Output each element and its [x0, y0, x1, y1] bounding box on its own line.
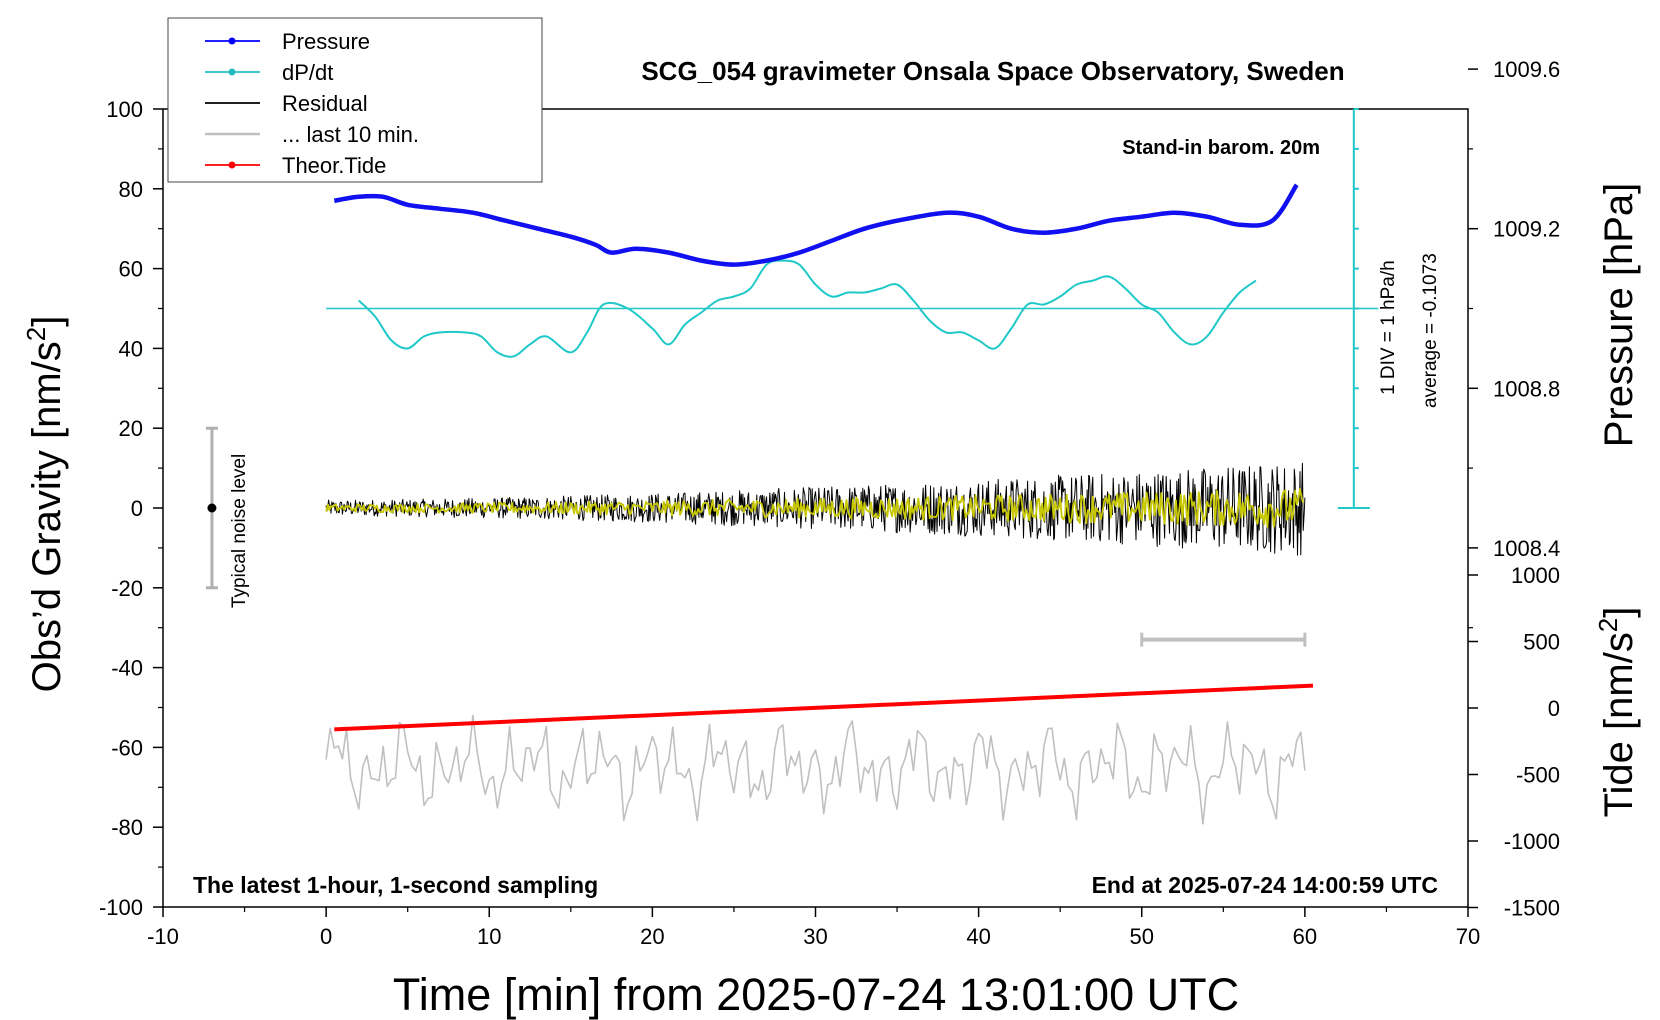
y-pressure-tick-label: 1008.4 — [1493, 536, 1560, 561]
x-tick-label: -10 — [147, 924, 179, 949]
y-left-tick-label: -20 — [111, 576, 143, 601]
y-pressure-tick-label: 1008.8 — [1493, 376, 1560, 401]
y-tide-tick-label: -500 — [1516, 763, 1560, 788]
legend-box — [167, 17, 543, 183]
x-tick-label: 30 — [803, 924, 827, 949]
y-left-tick-label: -40 — [111, 656, 143, 681]
y-left-tick-label: 80 — [119, 177, 143, 202]
y-tide-tick-label: -1500 — [1504, 896, 1560, 921]
y-pressure-tick-label: 1009.6 — [1493, 57, 1560, 82]
x-axis-label: Time [min] from 2025-07-24 13:01:00 UTC — [393, 969, 1239, 1020]
y-axis-left-label-main: Obs’d Gravity [nm/s — [25, 341, 69, 692]
y-axis-tide-label: Tide [nm/s2] — [1593, 607, 1641, 818]
dpdt-scale-note: 1 DIV = 1 hPa/h — [1378, 260, 1399, 395]
legend: Pressure dP/dt Residual ... last 10 min. The… — [167, 17, 543, 183]
y-axis-tide-label-main: Tide [nm/s — [1597, 632, 1641, 817]
x-tick-label: 40 — [966, 924, 990, 949]
chart-title: SCG_054 gravimeter Onsala Space Observat… — [641, 56, 1344, 86]
y-axis-pressure-label: Pressure [hPa] — [1597, 183, 1641, 448]
y-left-tick-label: 20 — [119, 416, 143, 441]
y-tide-tick-label: 0 — [1548, 696, 1560, 721]
y-axis-tide-label-close: ] — [1597, 607, 1641, 618]
y-tide-tick-label: -1000 — [1504, 829, 1560, 854]
y-pressure-tick-label: 1009.2 — [1493, 217, 1560, 242]
barometer-note: Stand-in barom. 20m — [1122, 137, 1320, 159]
y-tide-tick-label: 500 — [1523, 630, 1560, 655]
sampling-note: The latest 1-hour, 1-second sampling — [193, 872, 598, 898]
x-tick-label: 20 — [640, 924, 664, 949]
dpdt-average-note: average = -0.1073 — [1420, 253, 1441, 408]
x-tick-label: 70 — [1456, 924, 1480, 949]
y-axis-tide-label-sup: 2 — [1593, 618, 1623, 632]
y-left-tick-label: 0 — [131, 496, 143, 521]
legend-swatch-dot — [228, 161, 236, 169]
noise-bar-dot — [207, 503, 217, 513]
legend-label: Pressure — [282, 29, 370, 54]
dpdt-series-line — [358, 259, 1257, 358]
legend-swatch-dot — [228, 68, 236, 76]
y-tide-tick-label: 1000 — [1511, 563, 1560, 588]
y-left-tick-label: 100 — [106, 97, 143, 122]
end-time-note: End at 2025-07-24 14:00:59 UTC — [1092, 872, 1438, 898]
x-tick-label: 50 — [1130, 924, 1154, 949]
y-left-tick-label: -100 — [99, 895, 143, 920]
residual-filtered-series-line — [325, 488, 1305, 528]
legend-label: Residual — [282, 91, 368, 116]
pressure-series-line — [333, 183, 1299, 267]
series-group — [205, 108, 1379, 825]
last10-series-line — [325, 714, 1306, 825]
legend-label: Theor.Tide — [282, 153, 386, 178]
y-axis-left-label-sup: 2 — [21, 327, 51, 341]
y-left-tick-label: 60 — [119, 257, 143, 282]
ticks-group: -10 0 10 20 30 40 50 60 70-100-80-60-40-20020406… — [99, 57, 1560, 949]
y-axis-left-label: Obs’d Gravity [nm/s2] — [21, 316, 69, 693]
x-tick-label: 0 — [320, 924, 332, 949]
y-left-tick-label: 40 — [119, 336, 143, 361]
x-tick-label: 10 — [477, 924, 501, 949]
y-left-tick-label: -80 — [111, 815, 143, 840]
x-tick-label: 60 — [1293, 924, 1317, 949]
y-axis-left-label-close: ] — [25, 316, 69, 327]
legend-swatch-dot — [228, 37, 236, 45]
legend-label: dP/dt — [282, 60, 333, 85]
noise-level-note: Typical noise level — [229, 454, 250, 608]
y-left-tick-label: -60 — [111, 735, 143, 760]
tide-series-line — [334, 683, 1314, 732]
legend-label: ... last 10 min. — [282, 122, 419, 147]
